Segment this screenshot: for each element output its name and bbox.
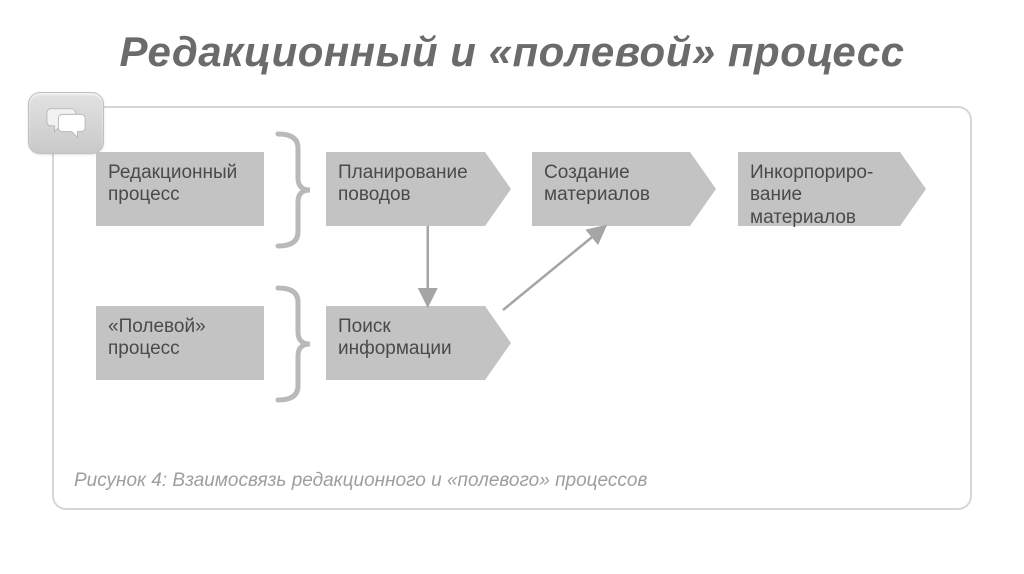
- flow-node-label: Редакционный процесс: [108, 162, 256, 207]
- flow-node-label: «Полевой» процесс: [108, 316, 256, 361]
- figure-caption: Рисунок 4: Взаимосвязь редакционного и «…: [74, 470, 647, 492]
- flow-node-label: Планирование поводов: [338, 162, 485, 207]
- flow-node-label: Поиск информации: [338, 316, 485, 361]
- flow-node-label: Инкорпориро- вание материалов: [750, 162, 900, 229]
- flow-node-label: Создание материалов: [544, 162, 690, 207]
